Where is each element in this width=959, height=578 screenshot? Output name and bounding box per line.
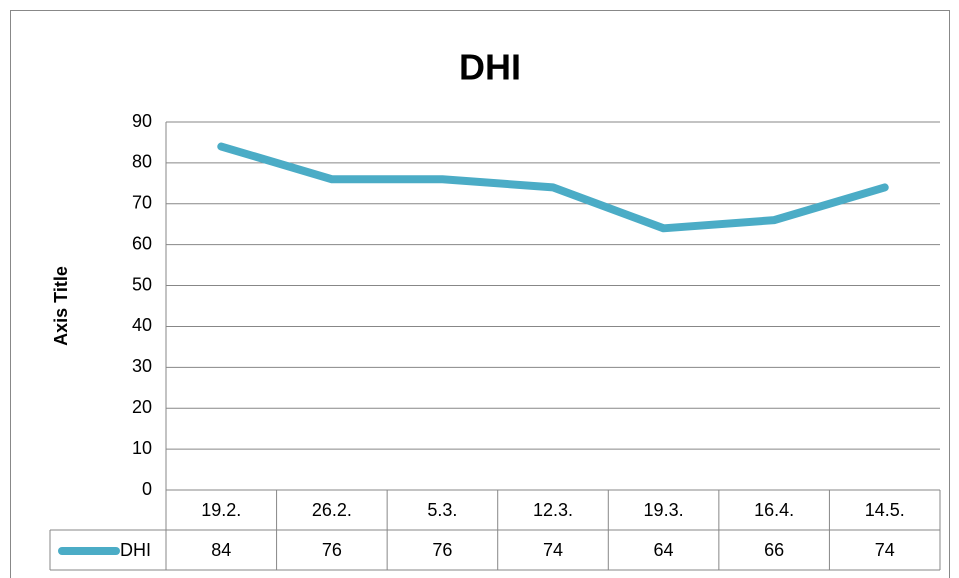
table-value: 74 xyxy=(543,540,563,560)
y-tick-label: 50 xyxy=(132,274,152,294)
x-tick-label: 14.5. xyxy=(865,500,905,520)
y-tick-label: 40 xyxy=(132,315,152,335)
legend-label: DHI xyxy=(120,540,151,560)
series-line xyxy=(217,142,889,233)
y-tick-label: 80 xyxy=(132,152,152,172)
x-tick-label: 26.2. xyxy=(312,500,352,520)
table-value: 74 xyxy=(875,540,895,560)
x-tick-label: 19.2. xyxy=(201,500,241,520)
y-tick-label: 10 xyxy=(132,438,152,458)
table-value: 66 xyxy=(764,540,784,560)
y-axis-title: Axis Title xyxy=(51,266,71,346)
table-value: 64 xyxy=(654,540,674,560)
x-tick-label: 12.3. xyxy=(533,500,573,520)
y-tick-label: 0 xyxy=(142,479,152,499)
y-tick-label: 30 xyxy=(132,356,152,376)
x-tick-label: 5.3. xyxy=(427,500,457,520)
chart-title: DHI xyxy=(459,47,521,88)
y-tick-label: 70 xyxy=(132,193,152,213)
x-tick-label: 16.4. xyxy=(754,500,794,520)
table-value: 76 xyxy=(432,540,452,560)
x-tick-label: 19.3. xyxy=(644,500,684,520)
table-value: 76 xyxy=(322,540,342,560)
y-tick-label: 60 xyxy=(132,233,152,253)
table-value: 84 xyxy=(211,540,231,560)
y-tick-label: 20 xyxy=(132,397,152,417)
chart-border xyxy=(10,10,950,578)
y-tick-label: 90 xyxy=(132,111,152,131)
